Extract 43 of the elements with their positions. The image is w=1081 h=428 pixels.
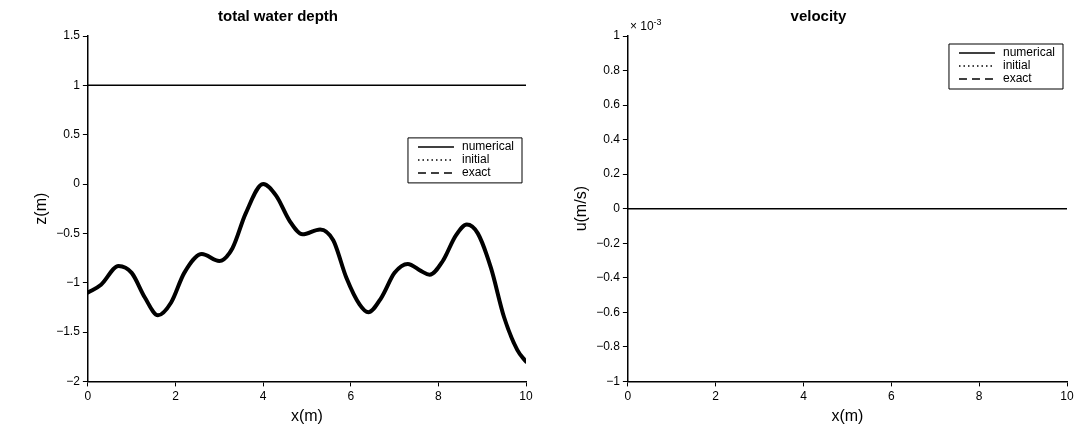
y-tick-label: 0.2 xyxy=(603,166,621,181)
y-tick-label: −0.6 xyxy=(596,304,621,319)
y-tick-label: −1 xyxy=(606,373,621,388)
y-tick-label: −1 xyxy=(66,275,81,290)
legend-label: initial xyxy=(1002,58,1031,73)
y-tick-label: 1 xyxy=(613,28,621,43)
x-tick-label: 6 xyxy=(347,388,355,403)
x-tick-label: 0 xyxy=(84,388,92,403)
y-tick-label: −0.8 xyxy=(596,339,621,354)
x-tick-label: 4 xyxy=(259,388,267,403)
x-axis-title: x(m) xyxy=(290,406,323,424)
y-tick-label: −2 xyxy=(66,373,81,388)
legend-label: numerical xyxy=(461,139,515,154)
legend-label: exact xyxy=(1002,71,1033,86)
x-tick-label: 0 xyxy=(624,388,632,403)
y-tick-label: −0.2 xyxy=(596,235,621,250)
legend-label: exact xyxy=(461,165,492,180)
x-tick-label: 6 xyxy=(888,388,896,403)
x-tick-label: 10 xyxy=(1060,388,1074,403)
y-tick-label: −1.5 xyxy=(56,324,81,339)
y-tick-label: 0 xyxy=(73,176,81,191)
x-tick-label: 4 xyxy=(800,388,808,403)
y-tick-label: −0.4 xyxy=(596,270,621,285)
y-tick-label: −0.5 xyxy=(56,225,81,240)
legend-label: initial xyxy=(461,152,490,167)
x-tick-label: 2 xyxy=(172,388,180,403)
y-tick-label: 0 xyxy=(613,201,621,216)
y-tick-label: 0.4 xyxy=(603,131,621,146)
y-tick-label: 1.5 xyxy=(63,28,81,43)
y-axis-title: u(m/s) xyxy=(572,186,590,232)
x-tick-label: 8 xyxy=(975,388,983,403)
x-tick-label: 10 xyxy=(519,388,533,403)
y-tick-label: 0.6 xyxy=(603,97,621,112)
chart-title: total water depth xyxy=(217,7,339,25)
chart-title: velocity xyxy=(790,7,848,25)
x-tick-label: 2 xyxy=(712,388,720,403)
legend-label: numerical xyxy=(1002,45,1056,60)
y-tick-label: 1 xyxy=(73,77,81,92)
y-tick-label: 0.5 xyxy=(63,127,81,141)
y-axis-title: z(m) xyxy=(32,192,50,225)
x-tick-label: 8 xyxy=(435,388,443,403)
x-axis-title: x(m) xyxy=(831,406,864,424)
y-tick-label: 0.8 xyxy=(603,62,621,77)
